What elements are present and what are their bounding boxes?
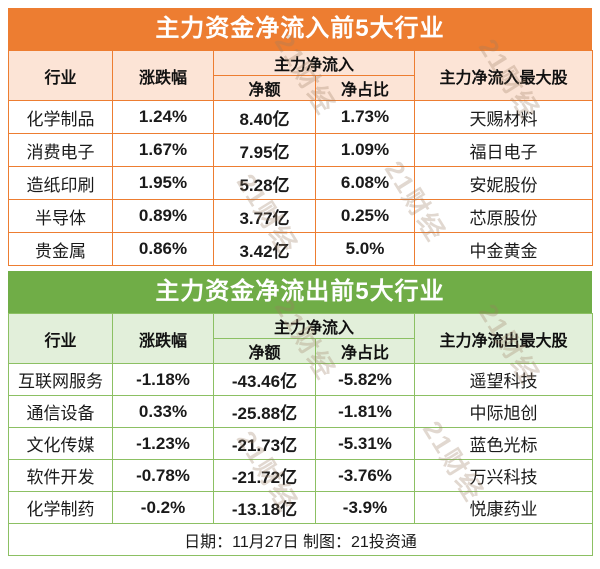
outflow-table-header: 行业 涨跌幅 主力净流入 主力净流出最大股 净额 净占比 — [8, 313, 594, 364]
col-header-net-amount: 净额 — [213, 338, 316, 364]
table-row: 造纸印刷 1.95% 5.28亿 6.08% 安妮股份 — [8, 166, 594, 200]
top-stock-cell: 悦康药业 — [414, 491, 594, 524]
table-row: 消费电子 1.67% 7.95亿 1.09% 福日电子 — [8, 133, 594, 167]
table-row: 化学制品 1.24% 8.40亿 1.73% 天赐材料 — [8, 100, 594, 134]
col-header-netflow-group: 主力净流入 — [212, 313, 416, 339]
inflow-table-title: 主力资金净流入前5大行业 — [8, 8, 592, 50]
footer-note: 日期：11月27日 制图：21投资通 — [7, 523, 594, 556]
industry-cell: 化学制品 — [8, 100, 113, 134]
net-amount-cell: -21.73亿 — [213, 427, 316, 460]
table-row: 软件开发 -0.78% -21.72亿 -3.76% 万兴科技 — [8, 459, 594, 492]
outflow-table-title: 主力资金净流出前5大行业 — [8, 271, 592, 313]
net-amount-cell: 7.95亿 — [213, 133, 316, 167]
table-row: 半导体 0.89% 3.77亿 0.25% 芯原股份 — [8, 199, 594, 233]
net-ratio-cell: -5.82% — [314, 363, 416, 396]
table-row: 互联网服务 -1.18% -43.46亿 -5.82% 遥望科技 — [8, 363, 594, 396]
outflow-table: 行业 涨跌幅 主力净流入 主力净流出最大股 净额 净占比 互联网服务 -1.18… — [7, 313, 594, 556]
net-amount-cell: -43.46亿 — [213, 363, 316, 396]
industry-cell: 化学制药 — [8, 491, 113, 524]
table-row: 贵金属 0.86% 3.42亿 5.0% 中金黄金 — [8, 232, 594, 266]
table-row: 通信设备 0.33% -25.88亿 -1.81% 中际旭创 — [8, 395, 594, 428]
industry-cell: 半导体 — [8, 199, 113, 233]
inflow-table: 行业 涨跌幅 主力净流入 主力净流入最大股 净额 净占比 化学制品 1.24% … — [8, 50, 594, 266]
net-ratio-cell: -1.81% — [314, 395, 416, 428]
col-header-net-amount: 净额 — [213, 75, 316, 101]
industry-cell: 贵金属 — [8, 232, 113, 266]
industry-cell: 通信设备 — [8, 395, 113, 428]
top-stock-cell: 蓝色光标 — [414, 427, 594, 460]
top-stock-cell: 安妮股份 — [414, 166, 594, 200]
col-header-netflow-group: 主力净流入 — [212, 50, 416, 76]
change-cell: 1.67% — [112, 133, 214, 167]
net-amount-cell: -25.88亿 — [213, 395, 316, 428]
industry-cell: 软件开发 — [8, 459, 113, 492]
col-header-top-stock: 主力净流出最大股 — [414, 313, 594, 364]
net-amount-cell: -21.72亿 — [213, 459, 316, 492]
top-stock-cell: 遥望科技 — [414, 363, 594, 396]
col-header-top-stock: 主力净流入最大股 — [414, 50, 594, 101]
inflow-table-header: 行业 涨跌幅 主力净流入 主力净流入最大股 净额 净占比 — [8, 50, 594, 101]
change-cell: 1.24% — [112, 100, 214, 134]
net-ratio-cell: 6.08% — [314, 166, 416, 200]
change-cell: 0.89% — [112, 199, 214, 233]
net-ratio-cell: 0.25% — [314, 199, 416, 233]
industry-cell: 造纸印刷 — [8, 166, 113, 200]
change-cell: -1.18% — [112, 363, 214, 396]
net-ratio-cell: -3.76% — [314, 459, 416, 492]
net-amount-cell: 3.42亿 — [213, 232, 316, 266]
net-amount-cell: 8.40亿 — [213, 100, 316, 134]
change-cell: 0.86% — [112, 232, 214, 266]
industry-cell: 消费电子 — [8, 133, 113, 167]
industry-cell: 文化传媒 — [8, 427, 113, 460]
col-header-change: 涨跌幅 — [112, 313, 214, 364]
table-row: 化学制药 -0.2% -13.18亿 -3.9% 悦康药业 — [8, 491, 594, 524]
top-stock-cell: 天赐材料 — [414, 100, 594, 134]
col-header-industry: 行业 — [8, 313, 113, 364]
top-stock-cell: 福日电子 — [414, 133, 594, 167]
net-amount-cell: 5.28亿 — [213, 166, 316, 200]
net-amount-cell: -13.18亿 — [213, 491, 316, 524]
col-header-change: 涨跌幅 — [112, 50, 214, 101]
net-amount-cell: 3.77亿 — [213, 199, 316, 233]
change-cell: 1.95% — [112, 166, 214, 200]
col-header-net-ratio: 净占比 — [314, 75, 416, 101]
industry-cell: 互联网服务 — [8, 363, 113, 396]
net-ratio-cell: 1.09% — [314, 133, 416, 167]
net-ratio-cell: 5.0% — [314, 232, 416, 266]
infographic-content: 主力资金净流入前5大行业 行业 涨跌幅 主力净流入 主力净流入最大股 净额 净占… — [7, 8, 594, 556]
col-header-industry: 行业 — [8, 50, 113, 101]
col-header-net-ratio: 净占比 — [314, 338, 416, 364]
change-cell: -1.23% — [112, 427, 214, 460]
change-cell: -0.78% — [112, 459, 214, 492]
net-ratio-cell: -3.9% — [314, 491, 416, 524]
change-cell: -0.2% — [112, 491, 214, 524]
top-stock-cell: 万兴科技 — [414, 459, 594, 492]
net-ratio-cell: 1.73% — [314, 100, 416, 134]
top-stock-cell: 中际旭创 — [414, 395, 594, 428]
top-stock-cell: 芯原股份 — [414, 199, 594, 233]
top-stock-cell: 中金黄金 — [414, 232, 594, 266]
net-ratio-cell: -5.31% — [314, 427, 416, 460]
footer-row: 日期：11月27日 制图：21投资通 — [7, 523, 594, 556]
table-row: 文化传媒 -1.23% -21.73亿 -5.31% 蓝色光标 — [8, 427, 594, 460]
change-cell: 0.33% — [112, 395, 214, 428]
